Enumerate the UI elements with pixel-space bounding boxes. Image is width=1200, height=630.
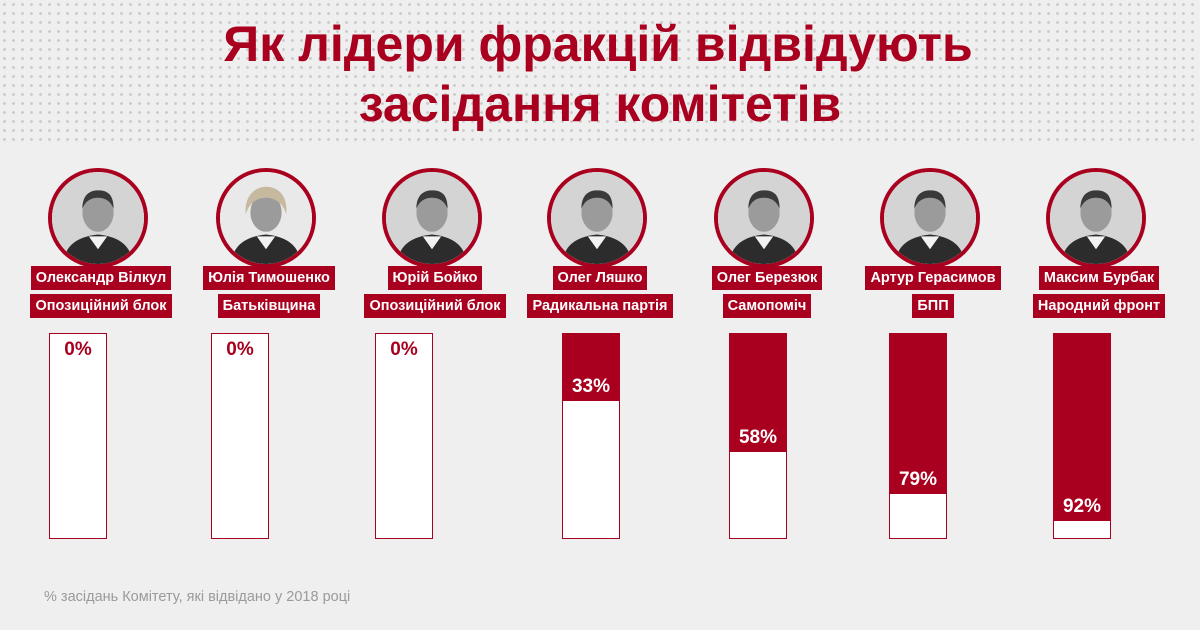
leader-name: Артур Герасимов (865, 266, 1001, 290)
leader-name-label: Олег Березюк (687, 266, 847, 290)
chart-footnote: % засідань Комітету, які відвідано у 201… (44, 589, 351, 605)
bar-value-label: 0% (226, 339, 254, 360)
bar-fill (890, 334, 946, 494)
party-name: БПП (912, 294, 954, 318)
bar: 92% (1053, 333, 1111, 539)
leader-name-label: Юрій Бойко (355, 266, 515, 290)
dotted-header-background (0, 0, 1200, 142)
leader-column: Артур Герасимов БПП 79% (853, 168, 1013, 548)
party-name: Батьківщина (217, 294, 321, 318)
bar: 0% (375, 333, 433, 539)
party-label: Самопоміч (687, 294, 847, 318)
bar: 79% (889, 333, 947, 539)
leader-column: Максим Бурбак Народний фронт 92% (1019, 168, 1179, 548)
leader-name: Олександр Вілкул (30, 266, 172, 290)
party-label: БПП (853, 294, 1013, 318)
leader-name-label: Максим Бурбак (1019, 266, 1179, 290)
party-label: Народний фронт (1019, 294, 1179, 318)
avatar (382, 168, 482, 268)
leader-column: Юлія Тимошенко Батьківщина 0% (189, 168, 349, 548)
party-label: Опозиційний блок (21, 294, 181, 318)
chart-title-line-2: засідання комітетів (358, 76, 842, 132)
bar-value-label: 58% (738, 427, 778, 448)
avatar (714, 168, 814, 268)
leader-name-label: Олег Ляшко (520, 266, 680, 290)
bar-value-label: 33% (571, 376, 611, 397)
leader-column: Олег Ляшко Радикальна партія 33% (520, 168, 680, 548)
bar-value-label: 0% (64, 339, 92, 360)
bar-fill (1054, 334, 1110, 521)
party-name: Самопоміч (722, 294, 812, 318)
bar-value-label: 0% (390, 339, 418, 360)
avatar (48, 168, 148, 268)
leader-name: Максим Бурбак (1038, 266, 1160, 290)
chart-title-line-1: Як лідери фракцій відвідують (223, 16, 973, 72)
bar: 58% (729, 333, 787, 539)
party-name: Опозиційний блок (30, 294, 172, 318)
avatar (1046, 168, 1146, 268)
chart-title: Як лідери фракцій відвідують засідання к… (0, 14, 1200, 134)
party-name: Народний фронт (1032, 294, 1166, 318)
party-name: Радикальна партія (527, 294, 673, 318)
leader-column: Олександр Вілкул Опозиційний блок 0% (21, 168, 181, 548)
avatar (547, 168, 647, 268)
bar: 33% (562, 333, 620, 539)
bar-value-label: 79% (898, 469, 938, 490)
person-photo-icon (551, 172, 643, 264)
bar: 0% (49, 333, 107, 539)
person-photo-icon (1050, 172, 1142, 264)
avatar (216, 168, 316, 268)
leader-column: Юрій Бойко Опозиційний блок 0% (355, 168, 515, 548)
avatar (880, 168, 980, 268)
leader-name: Олег Ляшко (552, 266, 648, 290)
person-photo-icon (884, 172, 976, 264)
bar-fill (563, 334, 619, 401)
leader-name: Юлія Тимошенко (203, 266, 335, 290)
bar-value-label: 92% (1062, 496, 1102, 517)
party-label: Батьківщина (189, 294, 349, 318)
person-photo-icon (386, 172, 478, 264)
leader-name-label: Артур Герасимов (853, 266, 1013, 290)
bar-fill (730, 334, 786, 452)
party-name: Опозиційний блок (364, 294, 506, 318)
leader-name-label: Олександр Вілкул (21, 266, 181, 290)
leader-name-label: Юлія Тимошенко (189, 266, 349, 290)
leader-column: Олег Березюк Самопоміч 58% (687, 168, 847, 548)
party-label: Опозиційний блок (355, 294, 515, 318)
bar: 0% (211, 333, 269, 539)
person-photo-icon (220, 172, 312, 264)
leader-name: Олег Березюк (711, 266, 823, 290)
person-photo-icon (718, 172, 810, 264)
person-photo-icon (52, 172, 144, 264)
party-label: Радикальна партія (520, 294, 680, 318)
leader-name: Юрій Бойко (387, 266, 483, 290)
